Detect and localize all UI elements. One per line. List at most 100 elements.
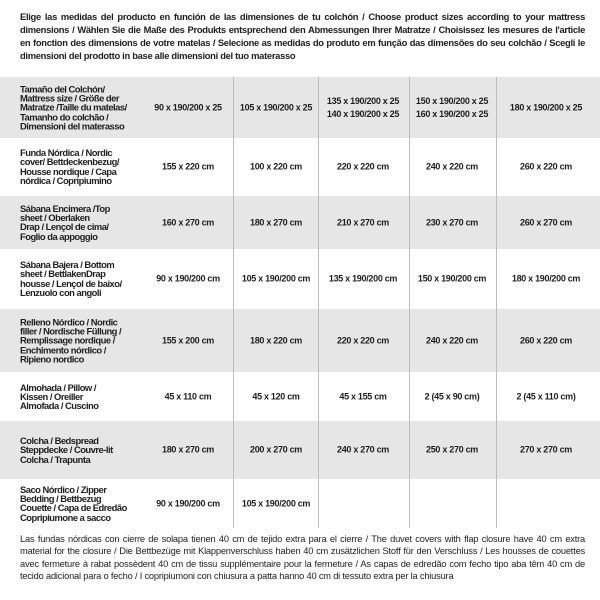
- row-label-line: sheet / Oberlaken: [20, 212, 90, 224]
- row-label-line: sheet / BettlakenDrap: [20, 268, 106, 280]
- size-cell: 220 x 220 cm: [337, 335, 389, 345]
- size-cell: 260 x 270 cm: [520, 217, 572, 227]
- row-label: Funda Nórdica / Nordic cover/ Bettdeckenb…: [20, 148, 155, 186]
- row-label-line: housse / Lençol de baixo/: [20, 278, 122, 289]
- size-line: 180 x 190/200 x 25: [509, 102, 583, 112]
- row-label-line: Lenzuolo con angoli: [20, 287, 102, 299]
- size-cell: 240 x 220 cm: [426, 161, 478, 172]
- intro-line: dimensioni del prodotto in base alle dim…: [20, 50, 296, 61]
- row-label-line: Housse nordique / Capa: [20, 166, 117, 177]
- size-cell: 180 x 190/200 cm: [511, 273, 581, 284]
- row-label-line: filler / Nordische Füllung /: [20, 325, 122, 337]
- row-label-line: Steppdecke / Couvre-lit: [20, 444, 113, 456]
- table-row: Relleno Nórdico / Nordic filler / Nordisc…: [0, 309, 600, 372]
- row-label: Relleno Nórdico / Nordic filler / Nordisc…: [20, 317, 155, 364]
- row-label-line: Tamanho do colchão /: [20, 111, 109, 123]
- size-cell: 105 x 190/200 cm: [241, 273, 311, 284]
- column-divider: [233, 77, 234, 528]
- size-cell: 260 x 220 cm: [520, 335, 572, 345]
- size-cell: 2 (45 x 90 cm): [424, 391, 480, 401]
- row-label: Sábana Encimera /Top sheet / Oberlaken Dra…: [20, 202, 155, 242]
- row-label: Colcha / Bedspread Steppdecke / Couvre-li…: [20, 434, 155, 465]
- column-divider: [409, 77, 410, 528]
- mattress-size-cell: 135 x 190/200 x 25 140 x 190/200 x 25: [327, 95, 399, 121]
- size-cell: 155 x 200 cm: [162, 335, 214, 345]
- size-cell: 200 x 270 cm: [250, 444, 302, 455]
- row-label-line: Ripieno nordico: [20, 353, 84, 365]
- size-line: 160 x 190/200 x 25: [415, 108, 489, 119]
- size-cell: 135 x 190/200 cm: [328, 273, 398, 284]
- row-label-line: Relleno Nórdico / Nordic: [20, 315, 118, 327]
- size-line: 90 x 190/200 x 25: [154, 102, 222, 112]
- size-cell: 260 x 220 cm: [520, 161, 572, 172]
- mattress-size-cell: 105 x 190/200 x 25: [240, 101, 312, 114]
- size-cell: 220 x 220 cm: [337, 161, 389, 172]
- row-label-line: Almofada / Cuscino: [20, 400, 99, 412]
- row-label-line: Sábana Bajera / Bottom: [20, 259, 115, 271]
- footer-line: tecido adicional para o fecho / I coprip…: [20, 571, 454, 582]
- table-header-row: Tamaño del Colchón/Mattress size / Größe…: [0, 77, 600, 138]
- footer-line: avec fermeture à rabat possèdent 40 cm d…: [20, 558, 585, 569]
- size-cell: 45 x 155 cm: [339, 391, 387, 401]
- size-cell: 45 x 120 cm: [252, 391, 300, 401]
- table-row: Almohada / Pillow / Kissen / Oreiller Almo…: [0, 372, 600, 421]
- column-divider: [496, 77, 497, 528]
- row-label-line: Enchimento nórdico /: [20, 344, 106, 356]
- row-label-line: Almohada / Pillow /: [20, 381, 96, 393]
- footer-note: Las fundas nórdicas con cierre de solapa…: [20, 533, 585, 583]
- size-cell: 90 x 190/200 cm: [156, 498, 220, 508]
- row-label-line: Couette / Capa de Edredão: [20, 502, 127, 514]
- size-cell: 155 x 220 cm: [162, 161, 214, 172]
- column-divider: [318, 77, 319, 528]
- size-cell: 180 x 220 cm: [250, 335, 302, 345]
- mattress-size-cell: 150 x 190/200 x 25 160 x 190/200 x 25: [416, 95, 488, 121]
- row-label-line: Dimensioni del materasso: [20, 120, 125, 132]
- row-label-line: Foglio da appoggio: [20, 230, 98, 242]
- size-cell: 2 (45 x 110 cm): [516, 391, 576, 401]
- row-label: Sábana Bajera / Bottom sheet / BettlakenD…: [20, 260, 155, 298]
- row-label-line: Colcha / Trapunta: [20, 453, 91, 465]
- size-cell: 240 x 270 cm: [337, 444, 389, 455]
- row-label: Tamaño del Colchón/Mattress size / Größe…: [20, 84, 155, 131]
- size-line: 150 x 190/200 x 25: [415, 95, 489, 106]
- size-cell: 180 x 270 cm: [162, 444, 214, 455]
- row-label-line: Copripiumone a sacco: [20, 511, 111, 523]
- row-label-line: Bedding / Bettbezug: [20, 493, 102, 505]
- row-label-line: Colcha / Bedspread: [20, 434, 99, 446]
- mattress-size-cell: 90 x 190/200 x 25: [154, 101, 222, 114]
- row-label-line: Matratze /Taille du matelas/: [20, 101, 127, 113]
- row-label-line: Sábana Encimera /Top: [20, 202, 110, 214]
- size-cell: 105 x 190/200 cm: [241, 498, 311, 508]
- row-label-line: Remplissage nordique /: [20, 334, 115, 346]
- row-label-line: Kissen / Oreiller: [20, 390, 83, 402]
- table-row: Colcha / Bedspread Steppdecke / Couvre-li…: [0, 421, 600, 479]
- size-cell: 210 x 270 cm: [337, 217, 389, 227]
- footer-line: material for the closure / Die Bettbezüg…: [20, 546, 585, 557]
- size-table: Tamaño del Colchón/Mattress size / Größe…: [0, 77, 600, 528]
- size-line: 140 x 190/200 x 25: [326, 108, 400, 119]
- size-cell: 90 x 190/200 cm: [156, 273, 220, 284]
- row-label: Saco Nórdico / Zipper Bedding / Bettbezug…: [20, 483, 155, 523]
- intro-text: Elige las medidas del producto en funció…: [20, 10, 585, 62]
- size-cell: 100 x 220 cm: [250, 161, 302, 172]
- size-cell: 250 x 270 cm: [426, 444, 478, 455]
- row-label-line: cover/ Bettdeckenbezug/: [20, 156, 119, 168]
- size-cell: 230 x 270 cm: [426, 217, 478, 227]
- row-label-line: Drap / Lençol de cima/: [20, 221, 109, 233]
- table-row: Funda Nórdica / Nordic cover/ Bettdeckenb…: [0, 138, 600, 196]
- size-cell: 270 x 270 cm: [520, 444, 572, 455]
- size-cell: 150 x 190/200 cm: [417, 273, 487, 284]
- table-row: Sábana Encimera /Top sheet / Oberlaken Dra…: [0, 196, 600, 249]
- size-line: 135 x 190/200 x 25: [326, 95, 400, 106]
- mattress-size-cell: 180 x 190/200 x 25: [510, 101, 582, 114]
- intro-line: dimensions / Wählen Sie die Maße des Pro…: [20, 24, 585, 35]
- size-line: 105 x 190/200 x 25: [239, 102, 313, 112]
- row-label-line: Saco Nórdico / Zipper: [20, 483, 107, 495]
- footer-line: Las fundas nórdicas con cierre de solapa…: [20, 534, 585, 544]
- size-cell: 180 x 270 cm: [250, 217, 302, 227]
- row-label-line: Mattress size / Größe der: [20, 92, 120, 104]
- row-label-line: Tamaño del Colchón/: [20, 82, 105, 94]
- intro-line: en fonction des dimensions de votre mate…: [20, 37, 585, 48]
- size-cell: 160 x 270 cm: [162, 217, 214, 227]
- size-cell: 45 x 110 cm: [164, 391, 212, 401]
